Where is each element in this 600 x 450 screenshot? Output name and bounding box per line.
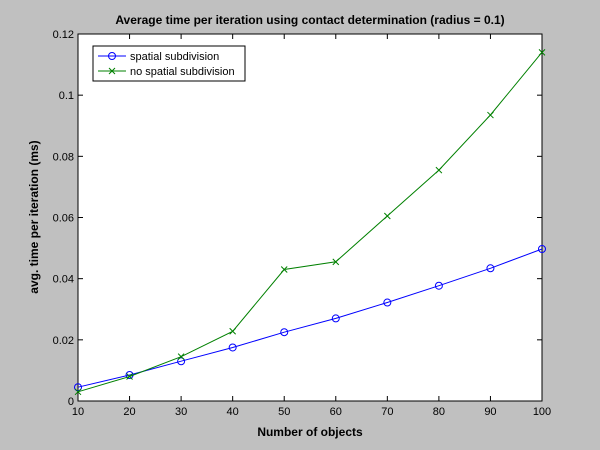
x-tick-label: 50 xyxy=(278,406,290,418)
data-point-no-spatial-subdivision xyxy=(280,266,288,273)
data-point-no-spatial-subdivision xyxy=(383,212,391,220)
x-tick-label: 90 xyxy=(484,406,496,418)
legend: spatial subdivision no spatial subdivisi… xyxy=(92,45,246,82)
legend-label-no-spatial-subdivision: no spatial subdivision xyxy=(130,66,235,78)
y-tick-label: 0.02 xyxy=(53,335,74,347)
data-point-no-spatial-subdivision xyxy=(538,48,546,56)
x-tick-label: 30 xyxy=(175,406,187,418)
data-point-spatial-subdivision xyxy=(434,281,443,290)
legend-box xyxy=(92,45,246,82)
data-point-spatial-subdivision xyxy=(538,245,546,254)
chart-title: Average time per iteration using contact… xyxy=(115,13,504,27)
data-point-no-spatial-subdivision xyxy=(487,111,494,119)
legend-marker-spatial-subdivision xyxy=(108,52,116,60)
x-tick-label: 10 xyxy=(72,406,84,418)
data-point-spatial-subdivision xyxy=(486,264,495,273)
data-point-no-spatial-subdivision xyxy=(177,353,185,361)
x-tick-label: 80 xyxy=(433,406,445,418)
series-line-no-spatial-subdivision xyxy=(77,51,543,393)
y-tick-label: 0.06 xyxy=(53,213,74,225)
data-point-no-spatial-subdivision xyxy=(229,327,237,335)
data-point-spatial-subdivision xyxy=(383,298,392,307)
x-tick-label: 100 xyxy=(533,406,551,418)
legend-marker-no-spatial-subdivision xyxy=(108,67,116,75)
data-point-spatial-subdivision xyxy=(331,314,340,323)
y-tick-label: 0.08 xyxy=(53,151,74,163)
x-tick-label: 20 xyxy=(123,406,135,418)
y-tick-label: 0.1 xyxy=(59,90,74,102)
data-point-no-spatial-subdivision xyxy=(126,373,133,380)
x-tick-label: 40 xyxy=(227,406,239,418)
data-point-no-spatial-subdivision xyxy=(74,388,82,396)
plot-area xyxy=(77,33,543,402)
data-point-spatial-subdivision xyxy=(280,328,289,337)
series-line-spatial-subdivision xyxy=(77,248,543,388)
y-axis-label: avg. time per iteration (ms) xyxy=(27,140,41,293)
data-point-spatial-subdivision xyxy=(177,357,186,366)
data-point-spatial-subdivision xyxy=(228,343,237,352)
x-tick-label: 70 xyxy=(381,406,393,418)
legend-label-spatial-subdivision: spatial subdivision xyxy=(130,51,219,63)
data-point-no-spatial-subdivision xyxy=(435,166,443,174)
x-axis-label: Number of objects xyxy=(257,425,363,439)
y-tick-label: 0.04 xyxy=(53,274,74,286)
y-tick-label: 0 xyxy=(68,396,74,408)
data-point-spatial-subdivision xyxy=(74,383,82,392)
y-tick-label: 0.12 xyxy=(53,29,74,41)
x-tick-label: 60 xyxy=(330,406,342,418)
data-point-no-spatial-subdivision xyxy=(332,258,340,266)
